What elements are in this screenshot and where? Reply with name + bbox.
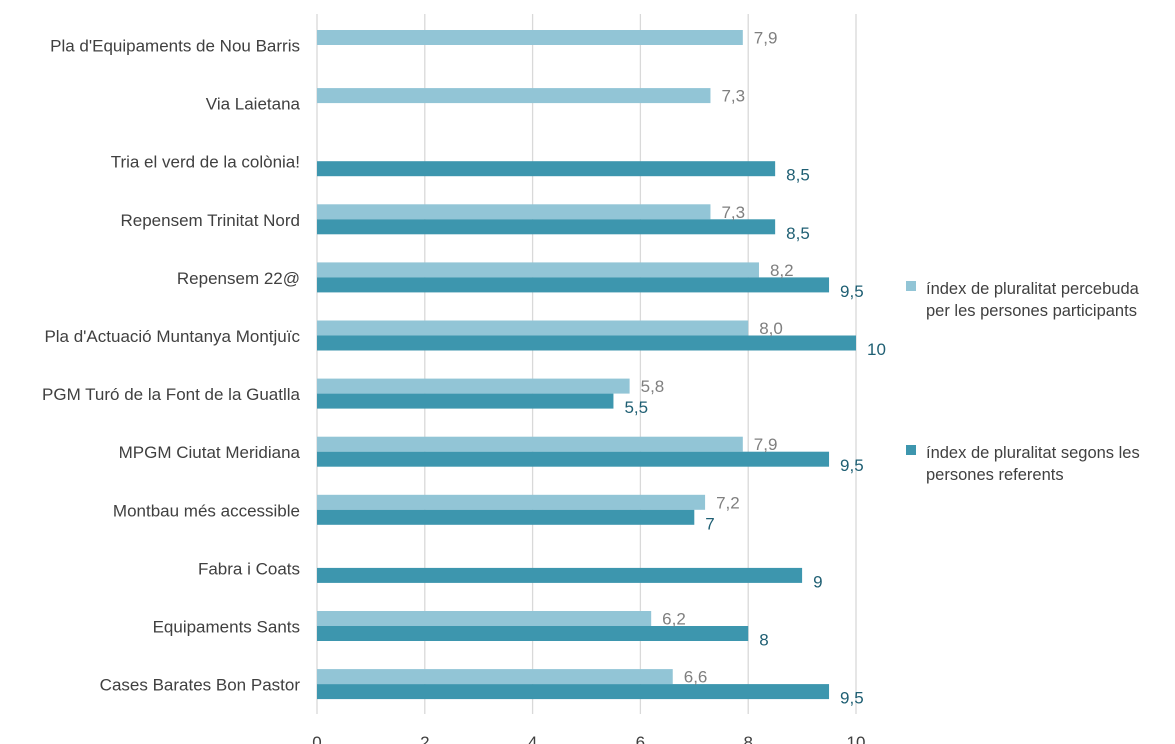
data-label-series-1: 7,9	[754, 435, 778, 454]
category-label: PGM Turó de la Font de la Guatlla	[42, 385, 301, 404]
data-label-series-1: 8,0	[759, 319, 783, 338]
bar-series-1	[317, 611, 652, 626]
category-label: Repensem Trinitat Nord	[120, 211, 300, 230]
bar-series-1	[317, 669, 673, 685]
data-label-series-2: 9,5	[840, 282, 864, 301]
x-tick-labels: 0 2 4 6 8 10	[312, 733, 865, 744]
category-label: Montbau més accessible	[113, 501, 300, 520]
data-label-series-2: 5,5	[624, 398, 648, 417]
x-tick-label-6: 6	[636, 733, 645, 744]
x-tick-label-10: 10	[847, 733, 866, 744]
bar-series-1	[317, 320, 749, 336]
data-label-series-2: 9,5	[840, 456, 864, 475]
bar-series-1	[317, 30, 743, 45]
category-label: Pla d'Equipaments de Nou Barris	[50, 37, 300, 56]
category-label: Repensem 22@	[177, 269, 300, 288]
category-label: Via Laietana	[206, 95, 301, 114]
legend: índex de pluralitat percebuda per les per…	[906, 280, 1140, 484]
x-tick-label-8: 8	[743, 733, 752, 744]
bar-series-2	[317, 567, 803, 583]
legend-label-series-2: persones referents	[926, 466, 1064, 484]
data-label-series-1: 7,2	[716, 493, 740, 512]
bar-series-2	[317, 626, 749, 641]
data-label-series-2: 9,5	[840, 689, 864, 708]
bar-series-2	[317, 277, 830, 293]
legend-label-series-1: índex de pluralitat percebuda	[926, 280, 1140, 298]
data-label-series-1: 7,3	[721, 87, 745, 106]
data-label-series-2: 8,5	[786, 166, 810, 185]
category-label: Cases Barates Bon Pastor	[100, 676, 301, 695]
bar-series-1	[317, 494, 706, 510]
x-tick-label-0: 0	[312, 733, 321, 744]
data-label-series-2: 8	[759, 631, 768, 650]
value-labels: 7,9 7,3 8,5 7,3 8,5 8,2 9,5 8,0 10 5,8 5,5 7,9 9,5 7,…	[624, 29, 885, 708]
data-label-series-1: 6,6	[684, 668, 708, 687]
data-label-series-1: 6,2	[662, 610, 686, 629]
bar-series-2	[317, 393, 614, 409]
bar-series-2	[317, 161, 776, 177]
bar-series-2	[317, 451, 830, 467]
category-label: Tria el verd de la colònia!	[111, 153, 300, 172]
category-label: Equipaments Sants	[153, 618, 300, 637]
data-label-series-2: 8,5	[786, 224, 810, 243]
legend-swatch-series-1	[906, 281, 916, 291]
bar-series-1	[317, 88, 711, 104]
bar-series-2	[317, 219, 776, 235]
bar-series-2	[317, 509, 695, 525]
legend-swatch-series-2	[906, 445, 916, 455]
bar-series-1	[317, 436, 743, 452]
data-label-series-1: 7,9	[754, 29, 778, 48]
data-label-series-2: 9	[813, 572, 822, 591]
bar-series-1	[317, 378, 630, 394]
x-tick-label-4: 4	[528, 733, 537, 744]
category-label: Pla d'Actuació Muntanya Montjuïc	[44, 327, 300, 346]
category-labels: Pla d'Equipaments de Nou Barris Via Laiet…	[42, 37, 301, 695]
category-label: MPGM Ciutat Meridiana	[119, 443, 301, 462]
bars	[317, 30, 856, 700]
data-label-series-1: 8,2	[770, 261, 794, 280]
data-label-series-2: 10	[867, 340, 886, 359]
bar-series-2	[317, 684, 830, 700]
data-label-series-1: 5,8	[641, 377, 665, 396]
bar-series-1	[317, 262, 759, 278]
bar-series-2	[317, 335, 856, 351]
x-tick-label-2: 2	[420, 733, 429, 744]
gridlines	[316, 14, 857, 714]
data-label-series-2: 7	[705, 514, 714, 533]
legend-label-series-2: índex de pluralitat segons les	[926, 444, 1140, 462]
bar-series-1	[317, 204, 711, 220]
data-label-series-1: 7,3	[721, 203, 745, 222]
legend-label-series-1: per les persones participants	[926, 302, 1137, 320]
category-label: Fabra i Coats	[198, 559, 300, 578]
